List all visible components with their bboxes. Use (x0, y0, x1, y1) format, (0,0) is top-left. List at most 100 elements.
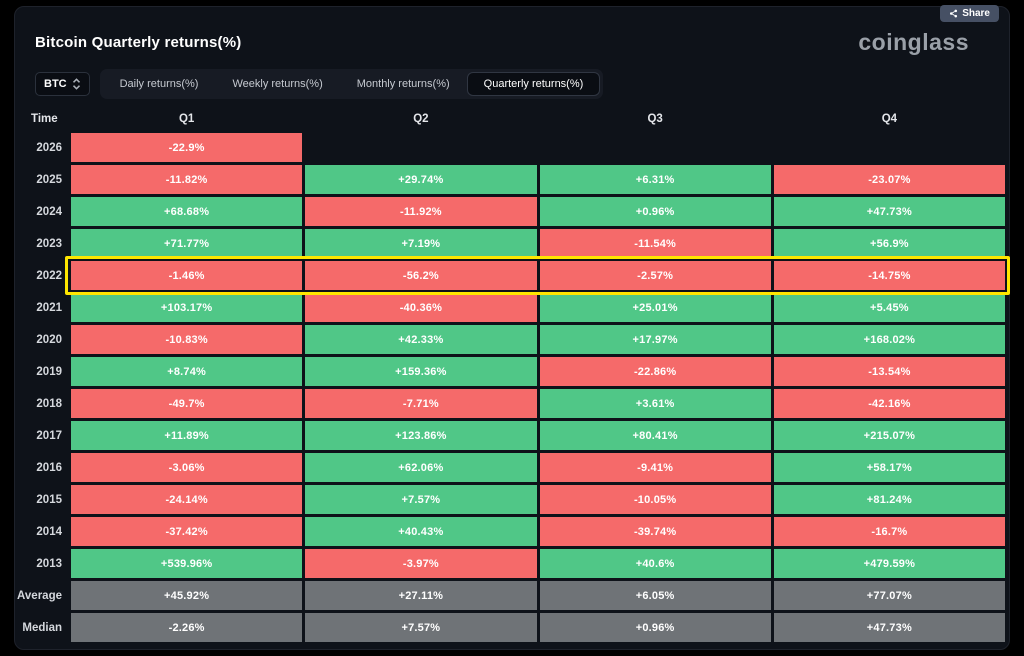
return-cell: -2.26% (71, 613, 303, 642)
return-cell: +7.57% (305, 613, 537, 642)
return-cell: +5.45% (773, 293, 1005, 322)
table-row: Average +45.92% +27.11% +6.05% +77.07% (15, 581, 1005, 610)
returns-tab-group: Daily returns(%) Weekly returns(%) Monthly… (99, 69, 604, 99)
symbol-select-value: BTC (44, 78, 67, 90)
return-cell: -1.46% (71, 261, 303, 290)
return-cell: -37.42% (71, 517, 303, 546)
row-label: 2024 (36, 205, 62, 218)
row-label: 2015 (36, 493, 62, 506)
return-cell: +6.05% (539, 581, 771, 610)
row-label: 2023 (36, 237, 62, 250)
return-cell: +58.17% (773, 453, 1005, 482)
return-cell: +47.73% (773, 613, 1005, 642)
return-cell: -7.71% (305, 389, 537, 418)
return-cell: -9.41% (539, 453, 771, 482)
row-label: 2025 (36, 173, 62, 186)
empty-cell (540, 133, 771, 162)
table-row: 2020 -10.83% +42.33% +17.97% +168.02% (15, 325, 1005, 354)
return-cell: +81.24% (773, 485, 1005, 514)
row-label: Average (17, 589, 62, 602)
return-cell: +47.73% (773, 197, 1005, 226)
row-label: 2026 (36, 141, 62, 154)
return-cell: -11.82% (71, 165, 303, 194)
column-header-q1: Q1 (178, 113, 195, 125)
table-row: 2019 +8.74% +159.36% -22.86% -13.54% (15, 357, 1005, 386)
return-cell: +0.96% (539, 197, 771, 226)
tab-1[interactable]: Weekly returns(%) (232, 78, 323, 90)
return-cell: -22.86% (539, 357, 771, 386)
table-body: 2026 -22.9% 2025 -11.82% +29.74% +6.31% -23.07… (15, 133, 1010, 642)
empty-cell (774, 133, 1005, 162)
return-cell: -49.7% (71, 389, 303, 418)
return-cell: +42.33% (305, 325, 537, 354)
returns-table: Time Q1 Q2 Q3 Q4 2026 -22.9% 2025 -11.82% +2… (15, 113, 1010, 642)
return-cell: -22.9% (71, 133, 303, 162)
row-label: 2016 (36, 461, 62, 474)
return-cell: +11.89% (71, 421, 303, 450)
tab-0[interactable]: Daily returns(%) (119, 78, 199, 90)
tab-2[interactable]: Monthly returns(%) (356, 78, 450, 90)
return-cell: +3.61% (539, 389, 771, 418)
table-row: 2015 -24.14% +7.57% -10.05% +81.24% (15, 485, 1005, 514)
return-cell: +8.74% (71, 357, 303, 386)
return-cell: +68.68% (71, 197, 303, 226)
table-row: 2017 +11.89% +123.86% +80.41% +215.07% (15, 421, 1005, 450)
return-cell: -2.57% (539, 261, 771, 290)
empty-cell (305, 133, 536, 162)
return-cell: -3.06% (71, 453, 303, 482)
table-row: Median -2.26% +7.57% +0.96% +47.73% (15, 613, 1005, 642)
symbol-select[interactable]: BTC (35, 72, 90, 96)
table-row: 2021 +103.17% -40.36% +25.01% +5.45% (15, 293, 1005, 322)
page-title: Bitcoin Quarterly returns(%) (35, 34, 242, 51)
row-label: 2014 (36, 525, 62, 538)
return-cell: -13.54% (773, 357, 1005, 386)
tab-3-active[interactable]: Quarterly returns(%) (466, 72, 601, 96)
row-label: 2018 (36, 397, 62, 410)
return-cell: -56.2% (305, 261, 537, 290)
return-cell: -39.74% (539, 517, 771, 546)
return-cell: -24.14% (71, 485, 303, 514)
return-cell: +40.6% (539, 549, 771, 578)
return-cell: +80.41% (539, 421, 771, 450)
row-label: 2019 (36, 365, 62, 378)
table-row: 2026 -22.9% (15, 133, 1005, 162)
row-label: 2021 (36, 301, 62, 314)
return-cell: +159.36% (305, 357, 537, 386)
return-cell: +215.07% (773, 421, 1005, 450)
return-cell: +539.96% (71, 549, 303, 578)
return-cell: -3.97% (305, 549, 537, 578)
return-cell: +479.59% (773, 549, 1005, 578)
chevron-updown-icon (72, 78, 80, 90)
row-label: Median (22, 621, 62, 634)
return-cell: +7.57% (305, 485, 537, 514)
return-cell: +0.96% (539, 613, 771, 642)
column-header-q3: Q3 (647, 113, 663, 125)
row-label: 2013 (36, 557, 62, 570)
return-cell: +17.97% (539, 325, 771, 354)
return-cell: -11.54% (539, 229, 771, 258)
return-cell: -10.83% (71, 325, 303, 354)
table-row: 2023 +71.77% +7.19% -11.54% +56.9% (15, 229, 1005, 258)
table-row: 2013 +539.96% -3.97% +40.6% +479.59% (15, 549, 1005, 578)
row-label: 2022 (36, 269, 62, 282)
column-header-q4: Q4 (881, 113, 898, 125)
return-cell: +45.92% (71, 581, 303, 610)
table-row: 2014 -37.42% +40.43% -39.74% -16.7% (15, 517, 1005, 546)
return-cell: +62.06% (305, 453, 537, 482)
return-cell: -40.36% (305, 293, 537, 322)
column-header-time: Time (31, 113, 58, 125)
return-cell: +123.86% (305, 421, 537, 450)
return-cell: +77.07% (773, 581, 1005, 610)
return-cell: +103.17% (71, 293, 303, 322)
share-button[interactable]: Share (940, 5, 999, 22)
return-cell: -42.16% (773, 389, 1005, 418)
table-row: 2024 +68.68% -11.92% +0.96% +47.73% (15, 197, 1005, 226)
return-cell: -16.7% (773, 517, 1005, 546)
row-label: 2020 (36, 333, 62, 346)
return-cell: +25.01% (539, 293, 771, 322)
return-cell: +168.02% (773, 325, 1005, 354)
return-cell: +6.31% (539, 165, 771, 194)
table-row: 2025 -11.82% +29.74% +6.31% -23.07% (15, 165, 1005, 194)
share-label: Share (962, 8, 990, 19)
return-cell: +29.74% (305, 165, 537, 194)
